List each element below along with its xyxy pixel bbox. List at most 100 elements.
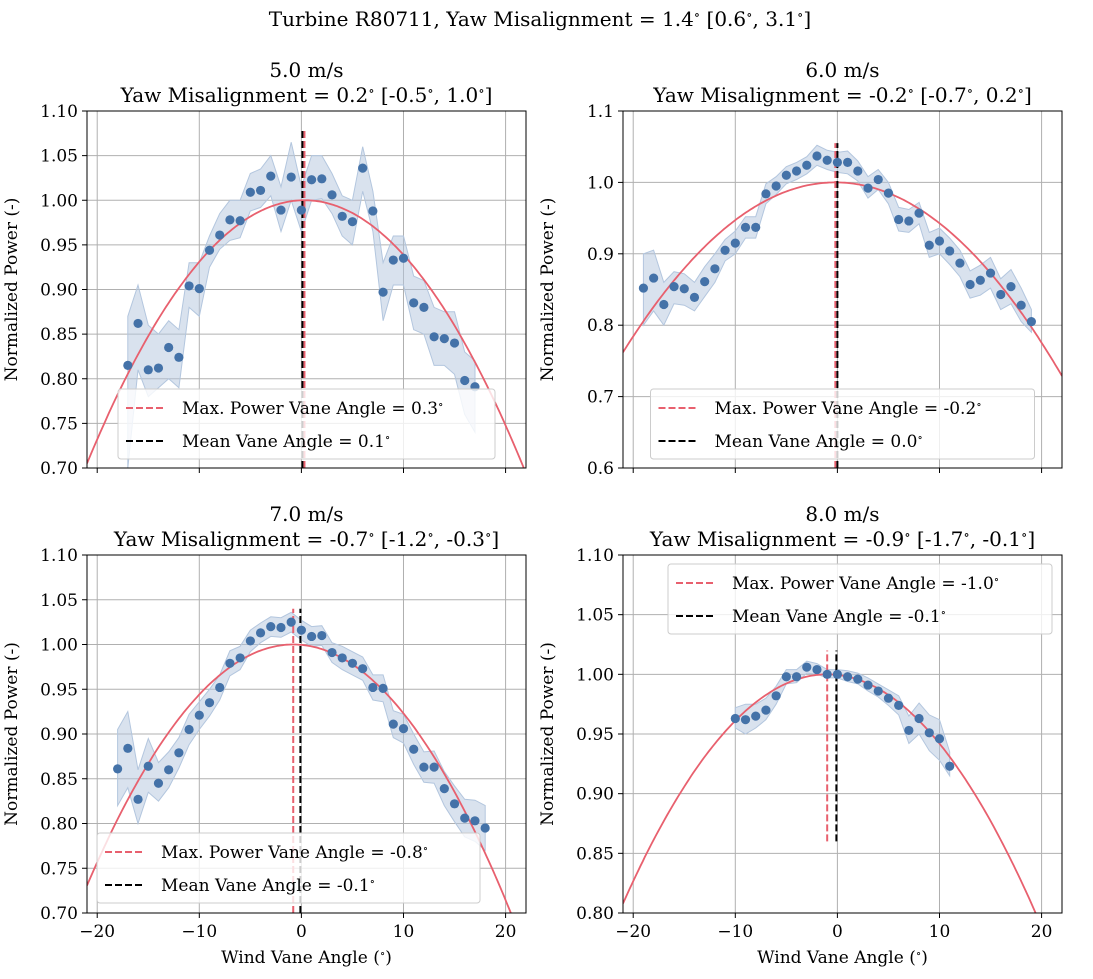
data-point <box>276 205 286 215</box>
data-point <box>965 279 975 290</box>
data-point <box>398 253 409 263</box>
y-tick-label: 0.80 <box>576 904 614 924</box>
data-point <box>245 636 255 646</box>
data-point <box>225 658 235 668</box>
data-point <box>164 765 174 775</box>
data-point <box>204 245 215 255</box>
legend-label: Max. Power Vane Angle = -0.2∘ <box>715 398 982 420</box>
data-point <box>204 698 215 708</box>
data-point <box>843 157 853 168</box>
data-point <box>296 625 306 635</box>
y-tick-label: 0.85 <box>40 325 78 345</box>
y-tick-label: 0.9 <box>587 245 614 265</box>
data-point <box>740 715 751 725</box>
data-point <box>802 662 812 672</box>
data-point <box>863 183 873 193</box>
data-point <box>720 245 730 255</box>
data-point <box>1006 282 1016 292</box>
data-point <box>409 298 419 308</box>
y-tick-label: 0.6 <box>587 459 614 479</box>
data-point <box>853 674 863 684</box>
data-point <box>771 181 781 191</box>
data-point <box>894 214 904 225</box>
legend-label: Mean Vane Angle = -0.1∘ <box>732 606 946 628</box>
data-point <box>863 680 873 690</box>
fit-curve <box>623 673 1037 913</box>
y-tick-label: 1.00 <box>40 636 78 656</box>
y-tick-label: 0.70 <box>40 459 78 479</box>
fit-curve <box>87 199 525 468</box>
data-point <box>266 171 276 181</box>
data-point <box>904 216 914 226</box>
data-point <box>659 299 669 310</box>
legend-box <box>96 832 481 904</box>
data-point <box>327 190 337 200</box>
y-tick-label: 0.80 <box>40 370 78 390</box>
subplot-title-speed: 7.0 m/s <box>269 502 343 526</box>
data-point <box>730 238 740 248</box>
data-point <box>449 338 460 348</box>
data-point <box>317 174 327 184</box>
data-point <box>955 258 965 268</box>
data-point <box>184 281 194 291</box>
legend-box <box>117 388 496 460</box>
data-point <box>730 713 740 724</box>
data-point <box>761 705 771 715</box>
x-tick-label: 10 <box>393 922 415 942</box>
data-point <box>934 734 945 744</box>
data-point <box>215 682 225 693</box>
data-point <box>771 691 781 701</box>
y-axis-label: Normalized Power (-) <box>2 198 22 382</box>
data-points <box>113 617 490 833</box>
data-point <box>873 686 883 696</box>
data-point <box>480 823 490 833</box>
data-point <box>113 764 123 774</box>
data-points <box>638 151 1036 327</box>
y-tick-label: 0.95 <box>576 725 614 745</box>
data-point <box>904 725 914 736</box>
fit-curve <box>87 643 512 913</box>
data-point <box>914 713 924 724</box>
data-point <box>419 762 429 772</box>
data-point <box>832 157 842 168</box>
data-point <box>276 622 286 633</box>
data-point <box>761 189 771 199</box>
legend-label: Max. Power Vane Angle = -0.8∘ <box>161 842 428 864</box>
y-axis-label: Normalized Power (-) <box>2 642 22 826</box>
data-point <box>429 762 439 772</box>
data-point <box>843 672 853 682</box>
data-point <box>286 172 296 182</box>
data-point <box>317 630 327 641</box>
y-tick-label: 1.05 <box>40 591 78 611</box>
data-point <box>812 151 822 161</box>
subplot-title-yaw: Yaw Misalignment = -0.7∘ [-1.2∘, -0.3∘] <box>113 527 499 551</box>
data-point <box>337 211 347 221</box>
data-point <box>358 163 368 173</box>
y-tick-label: 1.10 <box>576 546 614 566</box>
data-point <box>337 653 347 663</box>
y-tick-label: 1.1 <box>587 102 614 122</box>
legend: Max. Power Vane Angle = 0.3∘ Mean Vane An… <box>117 388 496 460</box>
data-point <box>781 170 791 180</box>
legend-label: Mean Vane Angle = 0.0∘ <box>715 431 923 453</box>
data-point <box>470 816 480 826</box>
data-point <box>164 342 174 353</box>
y-tick-label: 0.95 <box>40 236 78 256</box>
legend: Max. Power Vane Angle = -0.8∘ Mean Vane A… <box>96 832 481 904</box>
legend-label: Mean Vane Angle = -0.1∘ <box>161 875 375 897</box>
data-point <box>802 160 812 170</box>
subplot-title-yaw: Yaw Misalignment = 0.2∘ [-0.5∘, 1.0∘] <box>120 83 493 107</box>
subplot-title-speed: 5.0 m/s <box>269 58 343 82</box>
y-tick-label: 0.85 <box>40 770 78 790</box>
legend-label: Mean Vane Angle = 0.1∘ <box>182 431 390 453</box>
y-tick-label: 0.8 <box>587 316 614 336</box>
data-point <box>143 761 153 771</box>
subplot-title-yaw: Yaw Misalignment = -0.2∘ [-0.7∘, 0.2∘] <box>652 83 1032 107</box>
y-tick-label: 1.00 <box>40 191 78 211</box>
data-point <box>225 215 235 225</box>
confidence-band <box>642 144 1032 334</box>
data-point <box>235 216 245 226</box>
data-point <box>245 187 255 197</box>
